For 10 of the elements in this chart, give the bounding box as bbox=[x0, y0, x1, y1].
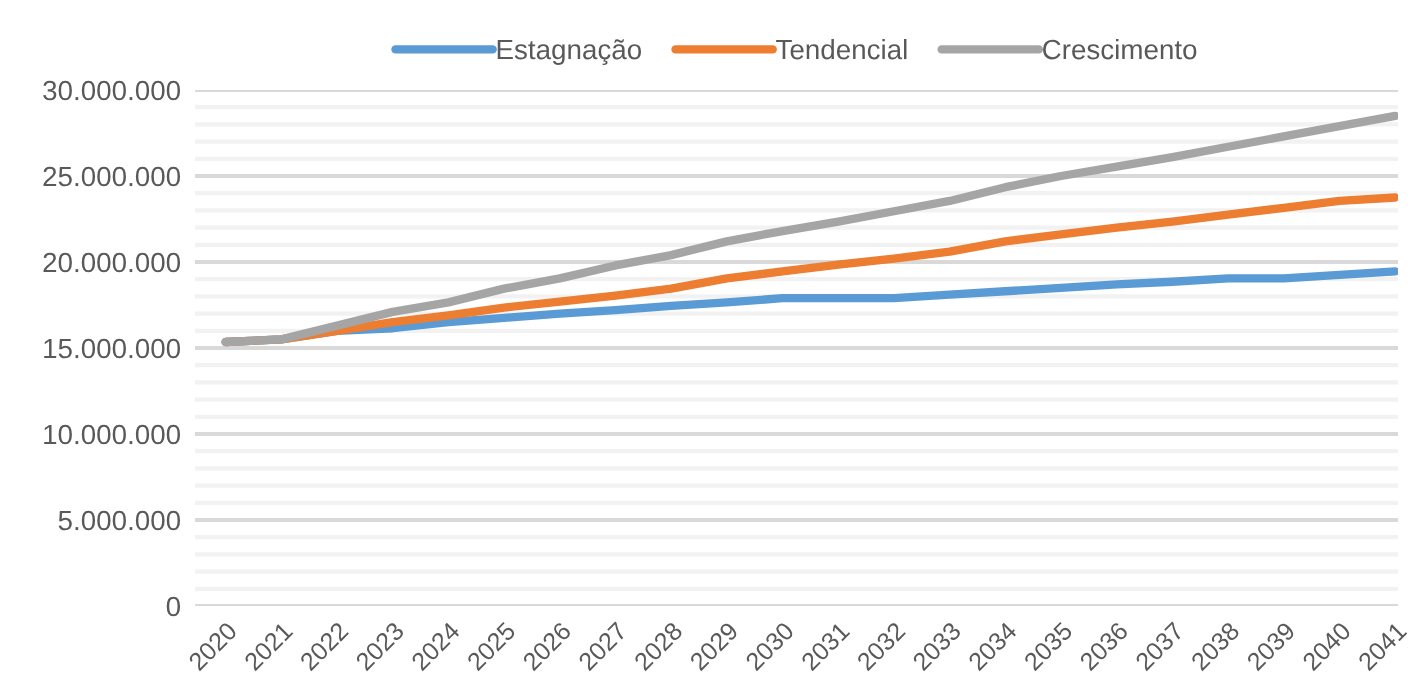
y-tick-label: 20.000.000 bbox=[43, 252, 181, 273]
legend-label: Estagnação bbox=[497, 39, 642, 65]
y-tick-label: 15.000.000 bbox=[44, 338, 181, 359]
legend-label: Tendencial bbox=[776, 38, 907, 60]
y-tick-label: 0 bbox=[166, 596, 181, 617]
y-tick-label: 30.000.000 bbox=[43, 80, 181, 101]
y-tick-label: 5.000.000 bbox=[58, 510, 181, 531]
y-tick-label: 10.000.000 bbox=[44, 424, 181, 445]
y-tick-label: 25.000.000 bbox=[43, 166, 181, 187]
legend-label: Crescimento bbox=[1043, 38, 1197, 60]
